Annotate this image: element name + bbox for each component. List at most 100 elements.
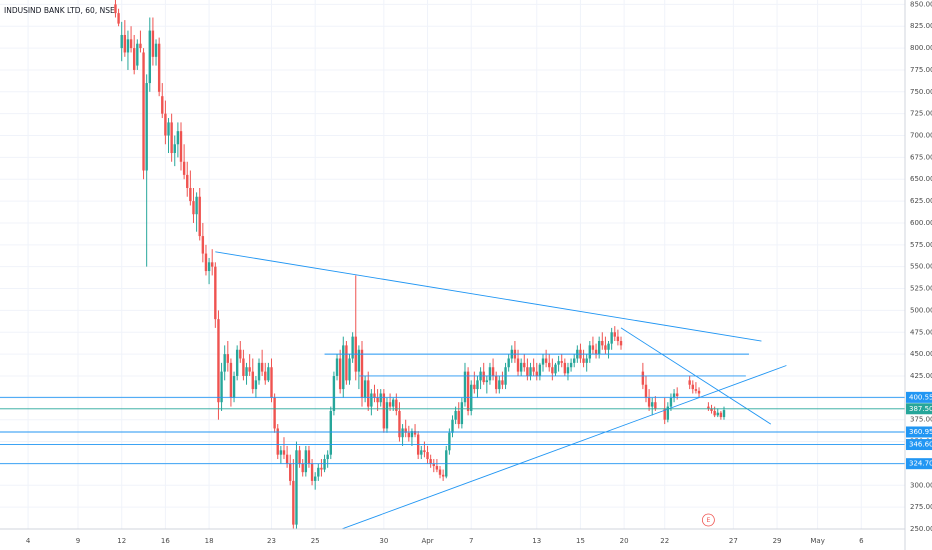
x-tick-label: 18 (205, 537, 214, 545)
price-level-label: 360.95 (909, 428, 932, 436)
candle-body (654, 402, 657, 409)
candle-body (326, 454, 329, 460)
candle-body (557, 361, 560, 365)
candle-body (591, 345, 595, 350)
candle-body (292, 480, 295, 525)
y-tick-label: 450.00 (910, 350, 932, 358)
candle-body (176, 131, 180, 145)
candle-body (488, 367, 492, 381)
x-tick-label: 7 (469, 537, 473, 545)
candle-body (342, 345, 345, 390)
candle-body (494, 375, 498, 390)
candle-body (563, 362, 567, 374)
candle-body (423, 450, 426, 453)
candle-body (285, 454, 289, 464)
candle-body (329, 410, 332, 455)
candle-body (532, 367, 535, 372)
y-tick-label: 525.00 (910, 285, 932, 293)
candle-body (651, 402, 654, 407)
candle-body (123, 34, 127, 53)
x-tick-label: 6 (859, 537, 864, 545)
candle-body (672, 393, 676, 398)
candle-body (413, 431, 417, 435)
y-tick-label: 800.00 (910, 44, 932, 52)
candle-body (182, 161, 186, 175)
x-tick-label: 22 (660, 537, 669, 545)
candle-body (338, 358, 342, 390)
candle-body (245, 367, 248, 376)
candle-body (189, 187, 192, 202)
candle-body (229, 362, 233, 398)
candle-body (607, 343, 610, 350)
candle-body (719, 412, 723, 418)
candle-body (186, 174, 189, 188)
candle-body (385, 402, 389, 429)
candle-body (304, 450, 308, 473)
candle-body (544, 358, 548, 363)
candle-body (195, 196, 198, 215)
candle-body (713, 410, 716, 416)
grid (0, 0, 905, 530)
candle-body (688, 380, 691, 385)
candle-body (470, 384, 473, 411)
candle-body (301, 463, 304, 473)
candle-body (604, 345, 607, 350)
earnings-marker (701, 513, 715, 527)
y-tick-label: 575.00 (910, 241, 932, 249)
candle-body (669, 397, 673, 407)
candle-body (466, 371, 470, 411)
candle-body (420, 450, 423, 455)
y-tick-label: 475.00 (910, 328, 932, 336)
candle-body (694, 389, 698, 391)
candle-body (157, 43, 161, 92)
candle-body (335, 358, 339, 376)
candle-body (644, 384, 648, 398)
candle-body (295, 450, 298, 525)
candle-body (298, 450, 301, 464)
candle-body (538, 364, 542, 376)
x-tick-label: 12 (117, 537, 126, 545)
candle-body (313, 476, 317, 481)
candle-body (541, 358, 545, 365)
candle-body (451, 419, 454, 433)
y-tick-label: 550.00 (910, 263, 932, 271)
candle-body (610, 332, 613, 344)
candle-body (260, 362, 264, 372)
candle-body (438, 469, 442, 475)
price-level-box (906, 439, 932, 451)
candle-body (601, 341, 604, 346)
candle-body (588, 345, 592, 359)
plot-area: E (0, 0, 905, 529)
x-tick-label: 4 (26, 537, 31, 545)
x-tick-label: 20 (620, 537, 629, 545)
candle-body (242, 358, 245, 376)
candle-body (392, 399, 395, 407)
price-level-box (906, 403, 932, 415)
candle-body (663, 408, 666, 420)
candle-body (516, 358, 520, 372)
candle-body (432, 463, 435, 467)
candle-body (647, 397, 651, 407)
candle-body (126, 39, 130, 53)
candle-body (201, 236, 205, 254)
candle-body (145, 83, 148, 171)
candle-body (307, 450, 311, 464)
candle-body (697, 390, 701, 394)
candle-body (404, 428, 407, 433)
candle-body (267, 367, 270, 381)
candle-body (204, 253, 208, 272)
y-tick-label: 750.00 (910, 88, 932, 96)
candle-body (239, 349, 242, 359)
candle-body (167, 122, 170, 136)
trend-line (215, 251, 762, 342)
candle-body (463, 371, 467, 403)
chart-title: INDUSIND BANK LTD, 60, NSE (4, 6, 115, 15)
candle-body (710, 408, 713, 411)
candle-body (345, 345, 348, 381)
candle-body (388, 402, 392, 407)
candle-body (332, 375, 336, 411)
candle-body (526, 367, 529, 376)
candle-body (529, 367, 532, 376)
candle-body (273, 397, 276, 429)
